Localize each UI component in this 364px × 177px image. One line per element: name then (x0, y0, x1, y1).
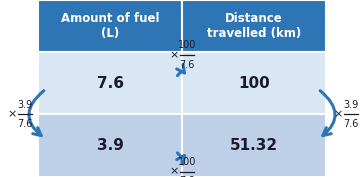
Text: 100: 100 (238, 76, 270, 90)
Text: $\times$: $\times$ (169, 166, 179, 177)
FancyArrowPatch shape (177, 153, 185, 164)
Text: 3.9: 3.9 (96, 138, 123, 153)
Text: 7.6: 7.6 (17, 119, 33, 129)
Text: Amount of fuel
(L): Amount of fuel (L) (61, 12, 159, 41)
Bar (182, 52, 326, 114)
Text: Distance
travelled (km): Distance travelled (km) (207, 12, 301, 41)
FancyArrowPatch shape (320, 91, 335, 136)
Text: 7.6: 7.6 (96, 76, 123, 90)
FancyArrowPatch shape (177, 64, 185, 76)
FancyArrowPatch shape (29, 91, 44, 136)
Text: 3.9: 3.9 (343, 100, 359, 110)
Bar (182, 114, 326, 177)
Text: 100: 100 (178, 157, 196, 167)
Text: 51.32: 51.32 (230, 138, 278, 153)
Text: 7.6: 7.6 (179, 59, 195, 70)
Text: $\times$: $\times$ (333, 109, 343, 119)
Bar (182, 0, 326, 52)
Text: 3.9: 3.9 (17, 100, 33, 110)
Text: 7.6: 7.6 (343, 119, 359, 129)
Text: $\times$: $\times$ (7, 109, 17, 119)
Bar (38, 0, 182, 52)
Bar (38, 114, 182, 177)
Text: $\times$: $\times$ (169, 50, 179, 60)
Bar (38, 52, 182, 114)
Text: 7.6: 7.6 (179, 176, 195, 177)
Text: 100: 100 (178, 41, 196, 50)
